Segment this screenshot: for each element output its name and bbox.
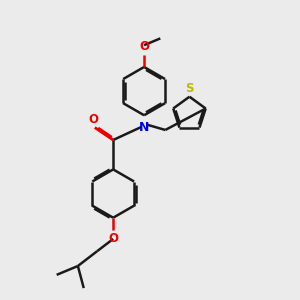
Text: S: S — [185, 82, 194, 95]
Text: O: O — [108, 232, 118, 244]
Text: O: O — [139, 40, 149, 53]
Text: O: O — [88, 113, 98, 126]
Text: N: N — [139, 121, 149, 134]
